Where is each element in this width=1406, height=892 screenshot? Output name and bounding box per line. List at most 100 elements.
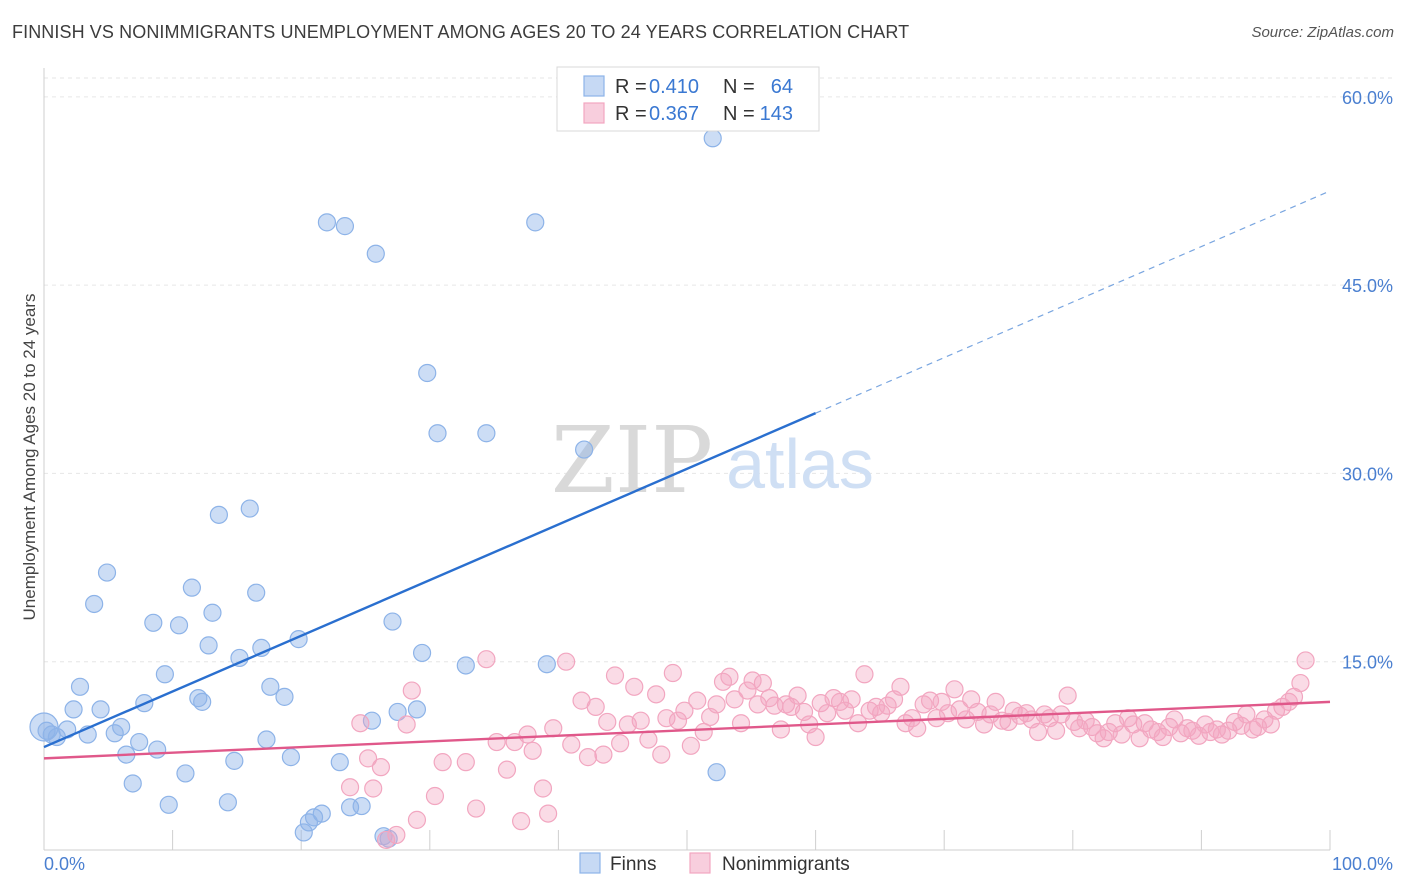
nonimmigrants-point-21	[533, 779, 553, 798]
finns-point-19	[159, 795, 178, 814]
legend-r-label-nonimmigrants: R =	[615, 103, 647, 125]
nonimmigrants-point-121	[1148, 722, 1167, 742]
nonimmigrants-trend-line	[43, 700, 1331, 760]
source-label: Source: ZipAtlas.com	[1251, 24, 1394, 41]
bottom-legend-label-finns: Finns	[610, 854, 656, 875]
nonimmigrants-point-58	[771, 720, 790, 739]
finns-point-40	[299, 813, 319, 832]
nonimmigrants-point-36	[639, 730, 658, 749]
nonimmigrants-point-14	[477, 650, 496, 669]
finns-point-47	[352, 796, 371, 816]
legend-swatch-finns	[583, 75, 605, 97]
nonimmigrants-point-40	[663, 663, 682, 683]
finns-point-11	[112, 717, 131, 737]
finns-point-57	[428, 424, 447, 443]
nonimmigrants-point-35	[631, 711, 650, 730]
nonimmigrants-point-8	[402, 681, 421, 700]
nonimmigrants-point-101	[1028, 722, 1048, 742]
finns-point-63	[703, 129, 722, 148]
nonimmigrants-point-55	[753, 673, 772, 693]
finns-point-25	[199, 636, 218, 655]
series-legend: Finns Nonimmigrants	[579, 852, 850, 875]
finns-point-22	[182, 578, 201, 597]
nonimmigrants-point-0	[340, 778, 360, 797]
finns-point-28	[218, 793, 237, 812]
x-tick-label-0: 0.0%	[44, 854, 85, 874]
finns-point-9	[97, 563, 117, 582]
nonimmigrants-point-29	[594, 745, 613, 764]
nonimmigrants-point-115	[1112, 725, 1131, 744]
finns-point-31	[240, 499, 259, 518]
nonimmigrants-point-143	[1279, 692, 1298, 711]
finns-point-54	[407, 700, 427, 719]
finns-point-59	[477, 424, 496, 443]
finns-point-13	[123, 774, 142, 793]
trend-lines	[43, 190, 1331, 760]
finns-point-16	[144, 613, 163, 632]
nonimmigrants-point-64	[806, 727, 825, 747]
nonimmigrants-point-50	[725, 690, 744, 709]
bottom-legend-swatch-nonimmigrants	[689, 852, 711, 874]
finns-point-29	[225, 751, 244, 770]
nonimmigrants-point-81	[908, 719, 927, 738]
nonimmigrants-point-16	[497, 760, 517, 779]
nonimmigrants-point-61	[788, 686, 807, 705]
nonimmigrants-point-108	[1070, 719, 1089, 738]
nonimmigrants-point-104	[1046, 721, 1066, 740]
nonimmigrants-point-80	[902, 709, 922, 728]
finns-point-17	[148, 740, 167, 759]
nonimmigrants-point-44	[688, 691, 707, 710]
finns-point-62	[575, 440, 594, 459]
finns-point-18	[155, 665, 174, 684]
nonimmigrants-point-69	[836, 701, 855, 720]
y-tick-label-1: 30.0%	[1342, 464, 1393, 484]
finns-point-26	[203, 603, 222, 622]
legend-r-value-finns: 0.410	[649, 76, 699, 98]
finns-point-36	[275, 687, 294, 706]
finns-point-58	[456, 656, 475, 675]
y-tick-label-3: 60.0%	[1342, 88, 1393, 108]
finns-point-42	[312, 804, 331, 823]
finns-point-49	[366, 244, 385, 263]
legend-r-label-finns: R =	[615, 76, 647, 98]
nonimmigrants-point-137	[1243, 720, 1262, 739]
nonimmigrants-point-78	[891, 677, 910, 696]
nonimmigrants-point-11	[433, 753, 452, 772]
nonimmigrants-point-83	[920, 691, 940, 710]
finns-point-35	[261, 677, 280, 696]
finns-point-14	[130, 732, 149, 752]
nonimmigrants-point-4	[371, 758, 391, 777]
nonimmigrants-point-140	[1261, 715, 1280, 734]
finns-point-37	[281, 748, 301, 767]
nonimmigrants-point-20	[523, 741, 542, 760]
legend-n-label-finns: N =	[723, 76, 755, 98]
nonimmigrants-point-5	[376, 830, 396, 850]
legend-n-value-finns: 64	[771, 76, 793, 98]
finns-point-27	[209, 505, 228, 524]
y-tick-label-2: 45.0%	[1342, 276, 1393, 296]
finns-point-60	[526, 213, 545, 232]
watermark-zip: ZIP	[551, 407, 713, 514]
nonimmigrants-point-70	[842, 690, 861, 709]
chart-title: FINNISH VS NONIMMIGRANTS UNEMPLOYMENT AM…	[12, 22, 910, 42]
watermark-atlas: atlas	[726, 425, 874, 503]
nonimmigrants-point-47	[707, 695, 726, 714]
nonimmigrants-point-38	[652, 745, 671, 764]
nonimmigrants-point-87	[945, 680, 964, 699]
finns-point-24	[193, 692, 212, 711]
bottom-legend-label-nonimmigrants: Nonimmigrants	[722, 854, 850, 875]
nonimmigrants-point-7	[397, 715, 416, 734]
nonimmigrants-point-25	[562, 735, 581, 754]
nonimmigrants-point-128	[1189, 726, 1208, 745]
finns-point-45	[335, 217, 355, 236]
y-tick-label-0: 15.0%	[1342, 653, 1393, 673]
nonimmigrants-point-131	[1207, 720, 1226, 739]
nonimmigrants-point-96	[999, 712, 1018, 732]
nonimmigrants-point-18	[512, 812, 531, 831]
nonimmigrants-point-72	[855, 665, 874, 684]
finns-point-52	[383, 612, 402, 631]
nonimmigrants-point-94	[986, 692, 1005, 711]
finns-point-5	[70, 677, 90, 696]
nonimmigrants-point-122	[1153, 727, 1172, 747]
